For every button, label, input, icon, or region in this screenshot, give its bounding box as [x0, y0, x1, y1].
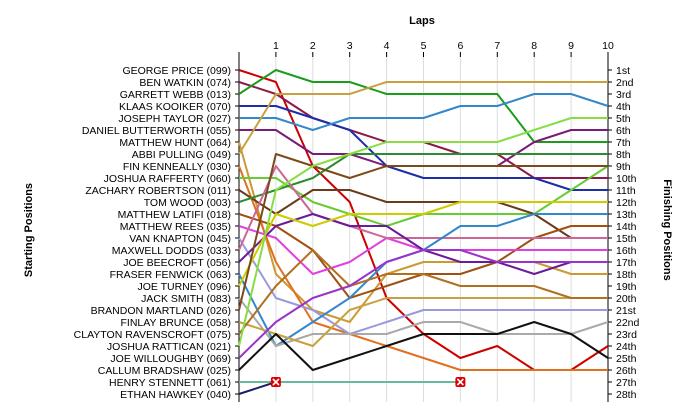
finishing-position-label: 13th: [616, 209, 637, 221]
finishing-position-label: 25th: [616, 353, 637, 365]
finishing-position-label: 18th: [616, 269, 637, 281]
series-line: [238, 165, 608, 371]
starting-position-label: MATTHEW LATIFI (018): [118, 209, 231, 221]
finishing-position-label: 4th: [616, 101, 631, 113]
finishing-position-label: 2nd: [616, 77, 634, 89]
retirement-marker: [270, 377, 281, 387]
finishing-position-label: 7th: [616, 137, 631, 149]
series-line: [239, 93, 609, 131]
starting-position-label: JOSEPH TAYLOR (027): [118, 113, 231, 125]
finishing-position-label: 11th: [616, 185, 636, 197]
x-tick-label: 5: [421, 40, 427, 52]
finishing-position-label: 1st: [616, 65, 630, 77]
series-line: [238, 201, 608, 287]
series-line: [238, 297, 608, 347]
finishing-position-label: 17th: [616, 257, 637, 269]
finishing-position-label: 3rd: [616, 89, 631, 101]
finishing-position-label: 14th: [616, 221, 637, 233]
retirement-marker: [455, 377, 466, 387]
starting-position-label: FINLAY BRUNCE (058): [121, 317, 231, 329]
starting-position-label: ZACHARY ROBERTSON (011): [85, 185, 231, 197]
x-tick-label: 3: [347, 40, 353, 52]
starting-position-label: VAN KNAPTON (045): [129, 233, 231, 245]
starting-position-label: GARRETT WEBB (013): [120, 89, 231, 101]
series-line: [238, 117, 608, 347]
starting-position-label: JACK SMITH (083): [141, 293, 231, 305]
series-line: [238, 165, 608, 251]
finishing-position-label: 24th: [616, 341, 637, 353]
series-line: [238, 381, 277, 395]
finishing-position-label: 15th: [616, 233, 637, 245]
starting-position-label: BEN WATKIN (074): [139, 77, 231, 89]
starting-position-label: ABBI PULLING (049): [132, 149, 231, 161]
right-axis-title: Finishing Positions: [661, 179, 673, 280]
series-line: [238, 249, 608, 335]
x-tick-label: 2: [310, 40, 316, 52]
starting-position-label: HENRY STENNETT (061): [109, 377, 231, 389]
finishing-position-label: 5th: [616, 113, 631, 125]
finishing-position-label: 23rd: [616, 329, 637, 341]
starting-position-label: MAXWELL DODDS (033): [112, 245, 231, 257]
x-tick-label: 6: [457, 40, 463, 52]
finishing-position-label: 6th: [616, 125, 631, 137]
finishing-position-label: 10th: [616, 173, 637, 185]
finishing-position-label: 20th: [616, 293, 637, 305]
starting-position-label: FRASER FENWICK (063): [110, 269, 231, 281]
series-line: [239, 105, 608, 191]
x-tick-label: 10: [602, 40, 614, 52]
starting-position-labels: GEORGE PRICE (099)BEN WATKIN (074)GARRET…: [74, 65, 231, 401]
starting-position-label: TOM WOOD (003): [144, 197, 231, 209]
series-line: [238, 321, 609, 371]
series-line: [238, 297, 609, 347]
starting-position-label: JOSHUA RATTICAN (021): [107, 341, 231, 353]
starting-position-label: GEORGE PRICE (099): [122, 65, 231, 77]
series-line: [238, 153, 608, 203]
finishing-position-label: 16th: [616, 245, 637, 257]
starting-position-label: CLAYTON RAVENSCROFT (075): [74, 329, 231, 341]
left-axis-title: Starting Positions: [23, 183, 35, 277]
finishing-position-labels: 1st2nd3rd4th5th6th7th8th9th10th11th12th1…: [616, 65, 640, 401]
finishing-position-label: 21st: [616, 305, 636, 317]
finishing-position-label: 19th: [616, 281, 637, 293]
starting-position-label: KLAAS KOOIKER (070): [119, 101, 231, 113]
starting-position-label: MATTHEW REES (035): [120, 221, 231, 233]
starting-position-label: JOSHUA RAFFERTY (060): [104, 173, 231, 185]
series-line: [238, 153, 608, 311]
series-lines: [238, 69, 609, 395]
starting-position-label: JOE BEECROFT (056): [123, 257, 231, 269]
series-line: [238, 249, 608, 359]
finishing-position-label: 12th: [616, 197, 637, 209]
x-tick-label: 8: [531, 40, 537, 52]
finishing-position-label: 9th: [616, 161, 631, 173]
finishing-position-label: 27th: [616, 377, 637, 389]
series-line: [238, 69, 608, 143]
starting-position-label: ETHAN HAWKEY (040): [120, 389, 231, 401]
starting-position-label: JOE TURNEY (096): [137, 281, 231, 293]
x-tick-labels: 1 2 3 4 5 6 7 8 9 10: [273, 40, 614, 52]
finishing-position-label: 22nd: [616, 317, 640, 329]
x-tick-label: 1: [273, 40, 279, 52]
starting-position-label: DANIEL BUTTERWORTH (055): [82, 125, 231, 137]
starting-position-label: BRANDON MARTLAND (026): [91, 305, 231, 317]
finishing-position-label: 8th: [616, 149, 631, 161]
finishing-position-label: 26th: [616, 365, 637, 377]
x-axis-title: Laps: [409, 15, 435, 27]
x-tick-label: 9: [568, 40, 574, 52]
x-tick-label: 7: [494, 40, 500, 52]
starting-position-label: FIN KENNEALLY (030): [123, 161, 231, 173]
x-tick-label: 4: [384, 40, 390, 52]
starting-position-label: CALLUM BRADSHAW (025): [98, 365, 231, 377]
series-line: [238, 81, 608, 155]
finishing-position-label: 28th: [616, 389, 637, 401]
starting-position-label: MATTHEW HUNT (064): [119, 137, 231, 149]
series-line: [238, 141, 608, 323]
retirement-markers: [270, 377, 466, 387]
starting-position-label: JOE WILLOUGHBY (069): [110, 353, 231, 365]
